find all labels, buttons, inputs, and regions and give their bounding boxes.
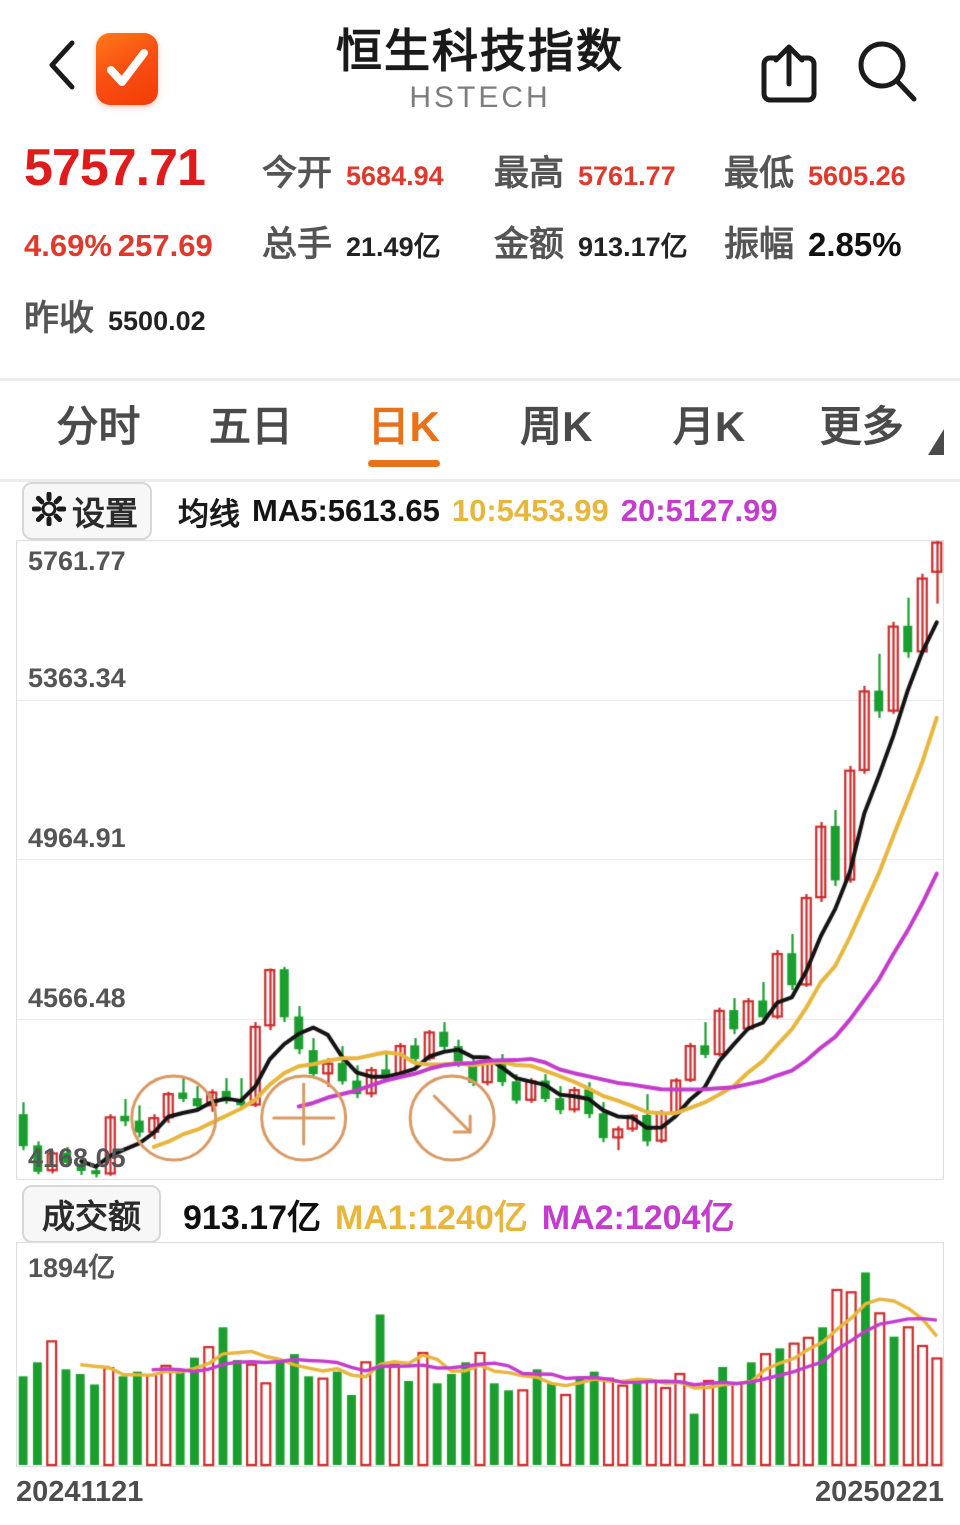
ma-legend-row: 设置 均线 MA5:5613.65 10:5453.99 20:5127.99 — [0, 482, 960, 540]
chevron-down-icon — [928, 429, 945, 455]
amplitude-value: 2.85% — [808, 226, 902, 263]
date-start: 20241121 — [16, 1476, 144, 1508]
volume-label: 总手 — [262, 225, 333, 264]
prev-close-label: 昨收 — [24, 299, 95, 338]
high-label: 最高 — [494, 154, 565, 193]
ma5-value: MA5:5613.65 — [252, 493, 440, 528]
last-price: 5757.71 — [24, 139, 206, 197]
volume-legend-row: 成交额 913.17亿 MA1:1240亿 MA2:1204亿 — [0, 1185, 960, 1243]
volume-ma1-value: MA1:1240亿 — [335, 1198, 528, 1237]
quote-row-3: 昨收 5500.02 — [24, 290, 936, 360]
date-end: 20250221 — [814, 1476, 944, 1508]
chevron-left-icon[interactable] — [46, 38, 80, 92]
low-value: 5605.26 — [808, 161, 906, 191]
volume-indicator-button[interactable]: 成交额 — [22, 1185, 161, 1243]
volume-chart-container[interactable]: 1894亿 — [16, 1242, 944, 1472]
quote-row-2: 4.69% 257.69 总手 21.49亿 金额 913.17亿 振幅 2.8… — [24, 216, 936, 290]
title-chinese: 恒生科技指数 — [336, 25, 624, 77]
price-chart-container[interactable]: 5761.77 5363.34 4964.91 4566.48 4168.05 — [16, 540, 944, 1180]
tab-minute[interactable]: 分时 — [56, 403, 141, 450]
quote-panel: 5757.71 今开 5684.94 最高 5761.77 最低 5605.26… — [0, 142, 960, 378]
volume-bar-chart[interactable] — [16, 1242, 944, 1467]
open-cell: 今开 5684.94 — [262, 145, 494, 196]
price-candlestick-chart[interactable] — [16, 540, 944, 1180]
tab-monthly-k[interactable]: 月K — [672, 403, 746, 450]
volume-indicator-label: 成交额 — [42, 1198, 141, 1235]
amplitude-label: 振幅 — [724, 225, 795, 264]
quote-row-1: 5757.71 今开 5684.94 最高 5761.77 最低 5605.26 — [24, 142, 936, 216]
open-value: 5684.94 — [346, 161, 444, 191]
settings-label: 设置 — [72, 495, 138, 532]
date-axis: 20241121 20250221 — [0, 1472, 960, 1509]
amount-value: 913.17亿 — [578, 232, 688, 262]
ma10-value: 10:5453.99 — [451, 493, 609, 528]
change-value: 257.69 — [117, 228, 213, 263]
tabs-divider — [0, 479, 960, 482]
tab-more-label: 更多 — [819, 403, 904, 450]
change-cell: 4.69% 257.69 — [24, 228, 262, 264]
low-label: 最低 — [724, 154, 795, 193]
volume-cell: 总手 21.49亿 — [262, 216, 494, 267]
search-icon[interactable] — [854, 38, 920, 113]
open-label: 今开 — [262, 154, 333, 193]
change-percent: 4.69% — [24, 228, 112, 263]
app-checkmark-logo[interactable] — [96, 33, 158, 105]
volume-value: 21.49亿 — [346, 232, 441, 262]
amplitude-cell: 振幅 2.85% — [724, 216, 936, 267]
page-header: 恒生科技指数 HSTECH — [0, 0, 960, 142]
share-icon[interactable] — [758, 40, 820, 111]
amount-cell: 金额 913.17亿 — [494, 216, 724, 267]
prev-close-value: 5500.02 — [108, 306, 206, 336]
volume-current-value: 913.17亿 — [183, 1198, 321, 1237]
ma20-value: 20:5127.99 — [620, 493, 778, 528]
high-value: 5761.77 — [578, 161, 676, 191]
prev-close-cell: 昨收 5500.02 — [24, 290, 206, 341]
settings-button[interactable]: 设置 — [22, 482, 152, 540]
chart-period-tabs: 分时 五日 日K 周K 月K 更多 — [0, 381, 960, 479]
tab-more[interactable]: 更多 — [785, 381, 945, 479]
gear-icon — [31, 491, 67, 531]
volume-ma2-value: MA2:1204亿 — [541, 1198, 735, 1237]
tab-five-day[interactable]: 五日 — [209, 403, 294, 450]
page-title: 恒生科技指数 HSTECH — [0, 26, 960, 115]
title-ticker: HSTECH — [409, 80, 551, 114]
ma-title: 均线 — [178, 496, 240, 532]
tab-daily-k[interactable]: 日K — [327, 381, 480, 479]
tab-weekly-k[interactable]: 周K — [520, 403, 593, 450]
high-cell: 最高 5761.77 — [494, 145, 724, 196]
section-divider — [0, 378, 960, 381]
amount-label: 金额 — [494, 225, 565, 264]
low-cell: 最低 5605.26 — [724, 145, 936, 196]
